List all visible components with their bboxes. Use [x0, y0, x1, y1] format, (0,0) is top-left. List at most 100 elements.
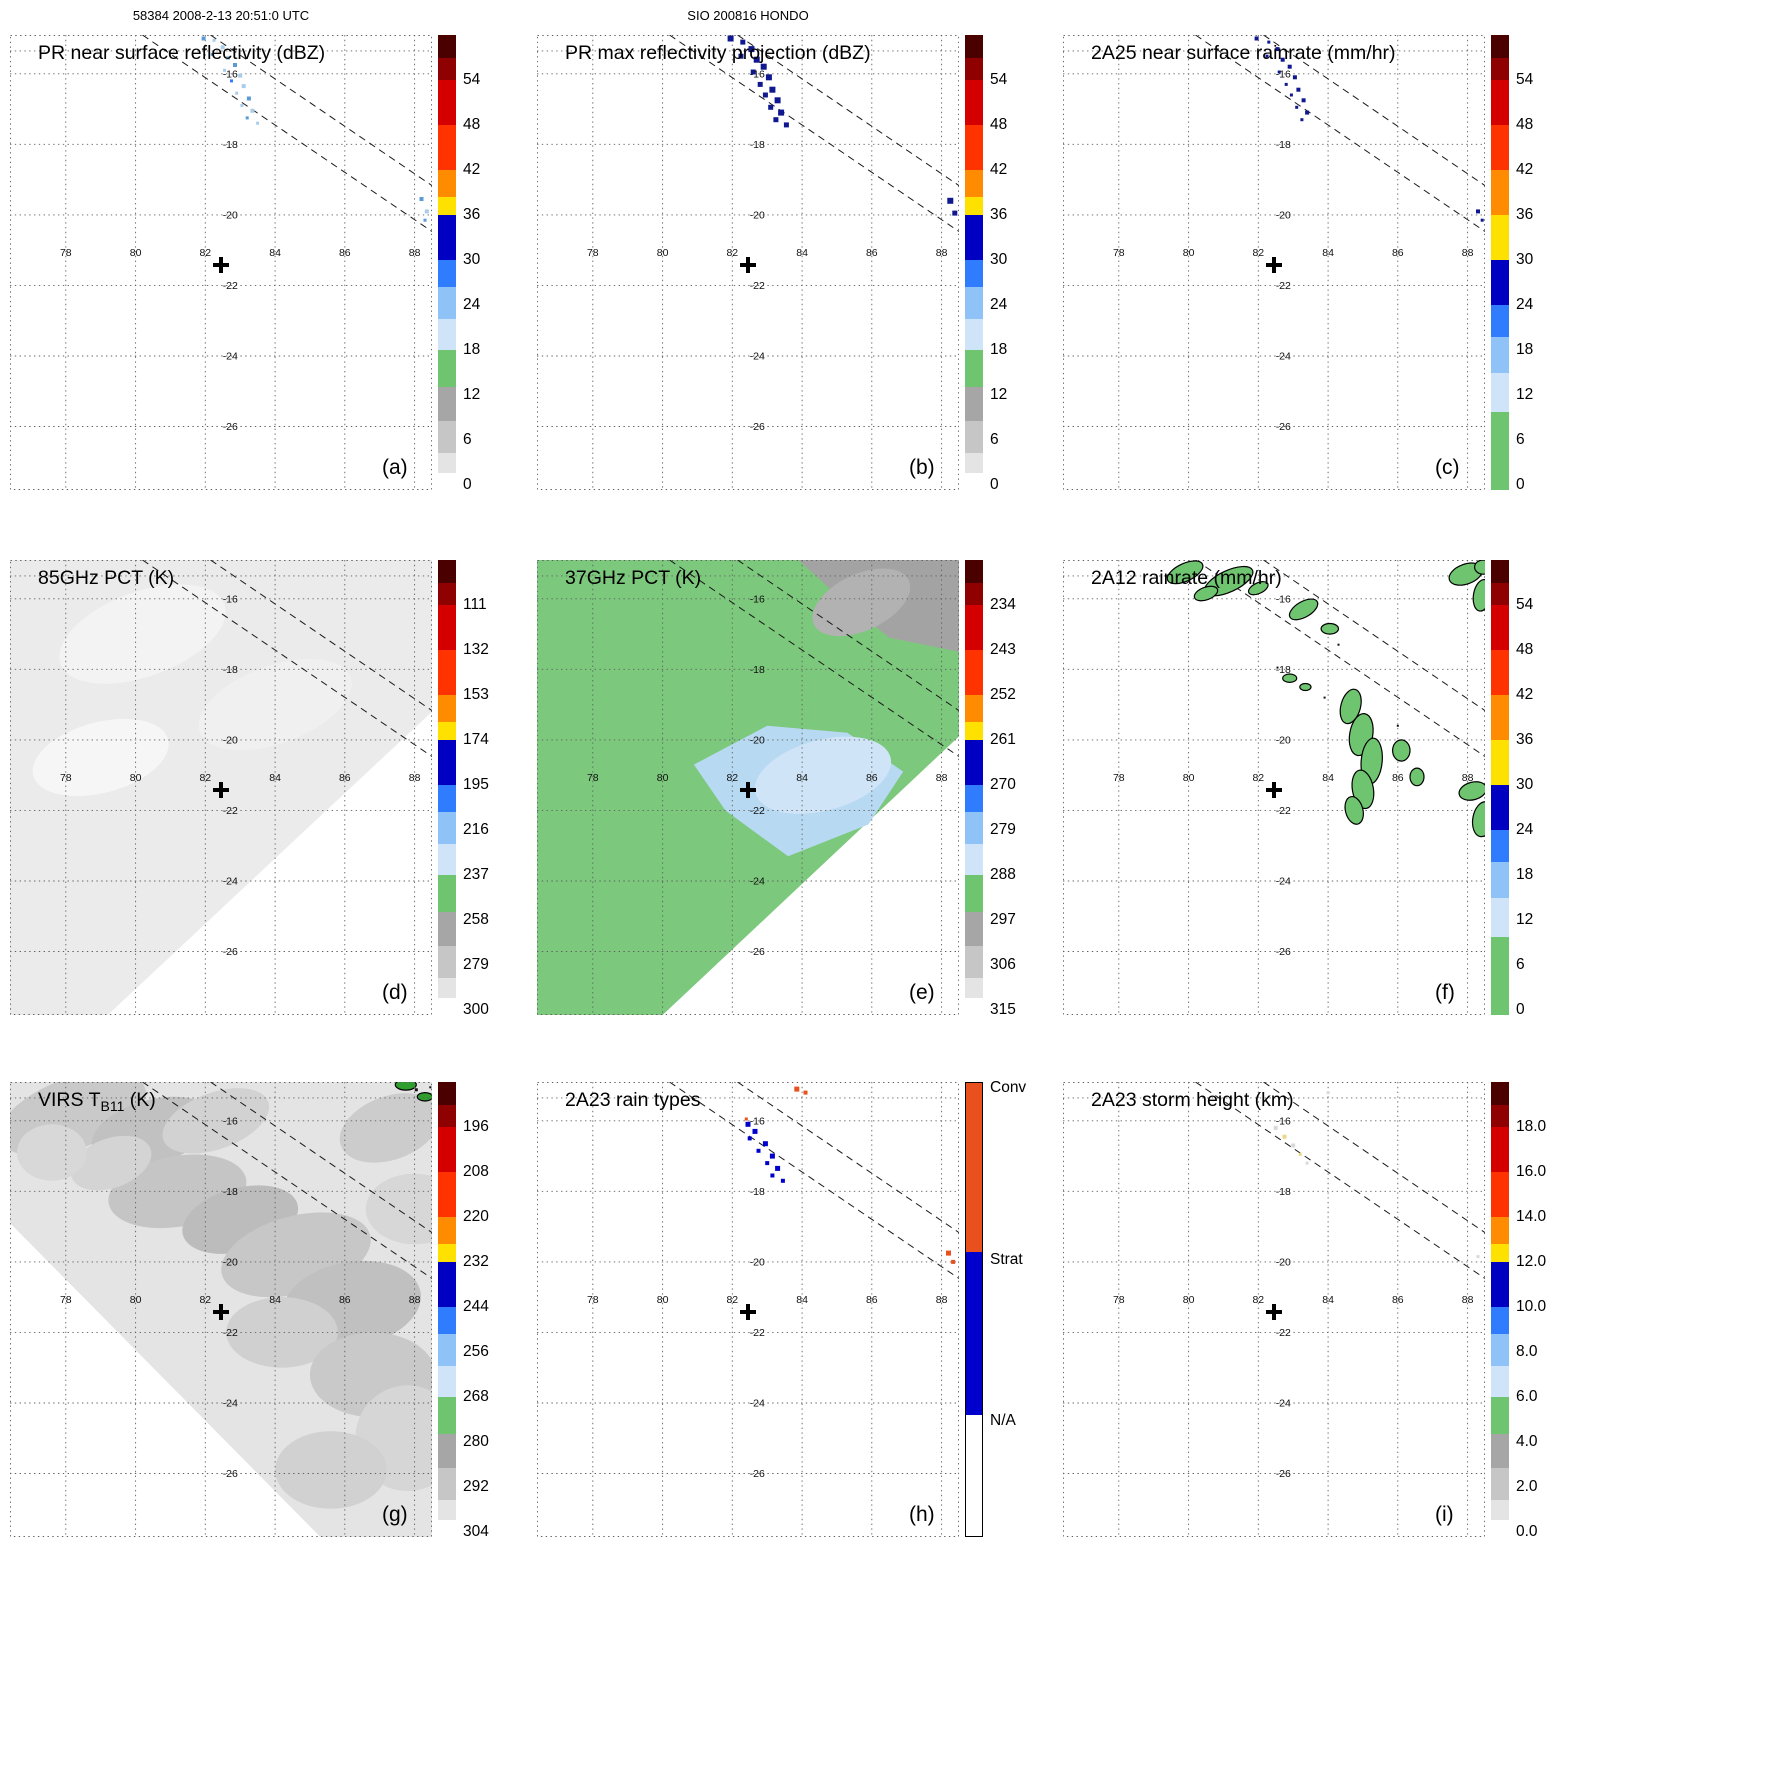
svg-text:86: 86 — [1392, 1294, 1404, 1306]
grid-lines — [537, 560, 959, 1015]
svg-text:-18: -18 — [223, 139, 238, 151]
data-blob — [1288, 598, 1319, 621]
panel-e-colorbar — [965, 560, 983, 1015]
svg-text:-16: -16 — [750, 593, 765, 605]
colorbar-segment — [1491, 1334, 1509, 1367]
colorbar-label: 36 — [1516, 206, 1534, 224]
colorbar-label: 252 — [990, 686, 1016, 704]
colorbar-label: 12.0 — [1516, 1253, 1547, 1271]
svg-text:84: 84 — [1322, 1294, 1334, 1306]
colorbar-segment — [965, 785, 983, 813]
colorbar-label: 48 — [990, 116, 1008, 134]
colorbar-segment — [1491, 170, 1509, 216]
colorbar-label: 279 — [463, 956, 489, 974]
colorbar-label: 18 — [1516, 866, 1534, 884]
svg-text:-26: -26 — [223, 946, 238, 958]
colorbar-segment — [965, 812, 983, 845]
data-blob — [1282, 673, 1298, 683]
svg-text:-24: -24 — [750, 351, 765, 363]
colorbar-segment — [1491, 35, 1509, 58]
colorbar-label: 304 — [463, 1523, 489, 1541]
axis-tick-labels: 78 80 82 84 86 88 -16 -18 -20 -22 -24 -26 — [60, 593, 421, 958]
colorbar-segment — [438, 125, 456, 171]
colorbar-label: 111 — [463, 596, 487, 613]
colorbar-segment — [965, 977, 983, 999]
svg-text:-20: -20 — [223, 209, 238, 221]
swath-edge-lines — [1195, 35, 1485, 232]
data-blob — [162, 1088, 270, 1154]
svg-text:-22: -22 — [1276, 280, 1291, 292]
colorbar-label: N/A — [990, 1412, 1016, 1429]
colorbar-segment — [1491, 560, 1509, 583]
svg-text:-26: -26 — [223, 421, 238, 433]
svg-text:-26: -26 — [750, 946, 765, 958]
colorbar-label: Conv — [990, 1078, 1027, 1096]
colorbar-segment — [965, 605, 983, 651]
panel-b-map: 78 80 82 84 86 88 -16 -18 -20 -22 -24 -26 PR max ref… — [537, 35, 959, 490]
data-blob — [754, 736, 892, 814]
colorbar-segment — [966, 1083, 982, 1252]
svg-text:-16: -16 — [750, 68, 765, 80]
colorbar-segment — [438, 695, 456, 723]
panel-g-colorbar — [438, 1082, 456, 1537]
colorbar-segment — [965, 197, 983, 216]
svg-text:82: 82 — [726, 772, 738, 784]
colorbar-segment — [1491, 215, 1509, 261]
svg-text:80: 80 — [130, 772, 142, 784]
colorbar-segment — [966, 1414, 982, 1536]
svg-text:80: 80 — [657, 772, 669, 784]
colorbar-segment — [1491, 1499, 1509, 1521]
panel-i: 78 80 82 84 86 88 -16 -18 -20 -22 -24 -26 2A23 storm… — [1063, 1082, 1590, 1557]
colorbar-segment — [965, 473, 983, 490]
colorbar-segment — [1491, 695, 1509, 741]
colorbar-segment — [438, 386, 456, 421]
grid-lines — [1063, 1082, 1485, 1537]
panel-f-map: 78 80 82 84 86 88 -16 -18 -20 -22 -24 -26 2A12 rainr… — [1063, 560, 1485, 1015]
colorbar-segment — [438, 740, 456, 786]
swath-edge-lines — [142, 560, 432, 757]
data-blob — [32, 718, 169, 797]
colorbar-segment — [1491, 785, 1509, 831]
colorbar-label: 132 — [463, 641, 489, 659]
svg-text:-16: -16 — [1276, 593, 1291, 605]
colorbar-segment — [1491, 412, 1509, 490]
crosshair-marker — [740, 782, 756, 798]
crosshair-marker — [740, 1304, 756, 1320]
data-blob — [17, 1124, 87, 1181]
data-blob — [1299, 682, 1312, 692]
colorbar-segment — [965, 740, 983, 786]
colorbar-segment — [438, 1244, 456, 1263]
crosshair-marker — [740, 257, 756, 273]
panel-h-letter: (h) — [909, 1503, 935, 1526]
panel-f-letter: (f) — [1435, 981, 1455, 1004]
colorbar-label: 18.0 — [1516, 1118, 1547, 1135]
svg-text:-18: -18 — [223, 664, 238, 676]
crosshair-marker — [213, 257, 229, 273]
colorbar-segment — [438, 605, 456, 651]
colorbar-segment — [438, 998, 456, 1015]
svg-text:-26: -26 — [750, 1468, 765, 1480]
data-blob — [1409, 767, 1425, 787]
svg-text:84: 84 — [1322, 247, 1334, 259]
panel-b-title: PR max reflectivity projection (dBZ) — [565, 42, 871, 64]
svg-text:-20: -20 — [1276, 209, 1291, 221]
colorbar-label: 196 — [463, 1118, 489, 1135]
svg-text:-16: -16 — [223, 1115, 238, 1127]
colorbar-label: 234 — [990, 596, 1016, 613]
svg-text:86: 86 — [339, 247, 351, 259]
data-blob — [394, 1082, 417, 1091]
colorbar-label: 280 — [463, 1433, 489, 1451]
granule-timestamp: 58384 2008-2-13 20:51:0 UTC — [132, 8, 310, 23]
svg-text:88: 88 — [936, 1294, 948, 1306]
svg-text:88: 88 — [1462, 1294, 1474, 1306]
colorbar-segment — [1491, 1244, 1509, 1263]
panel-d-colorbar — [438, 560, 456, 1015]
svg-text:-18: -18 — [750, 664, 765, 676]
axis-tick-labels: 78 80 82 84 86 88 -16 -18 -20 -22 -24 -26 — [587, 1115, 948, 1480]
grid-lines — [10, 560, 432, 1015]
svg-text:-24: -24 — [1276, 351, 1291, 363]
colorbar-segment — [965, 35, 983, 58]
axis-tick-labels: 78 80 82 84 86 88 -16 -18 -20 -22 -24 -26 — [60, 68, 421, 433]
panel-c-map: 78 80 82 84 86 88 -16 -18 -20 -22 -24 -26 2A25 near … — [1063, 35, 1485, 490]
svg-text:78: 78 — [60, 772, 72, 784]
